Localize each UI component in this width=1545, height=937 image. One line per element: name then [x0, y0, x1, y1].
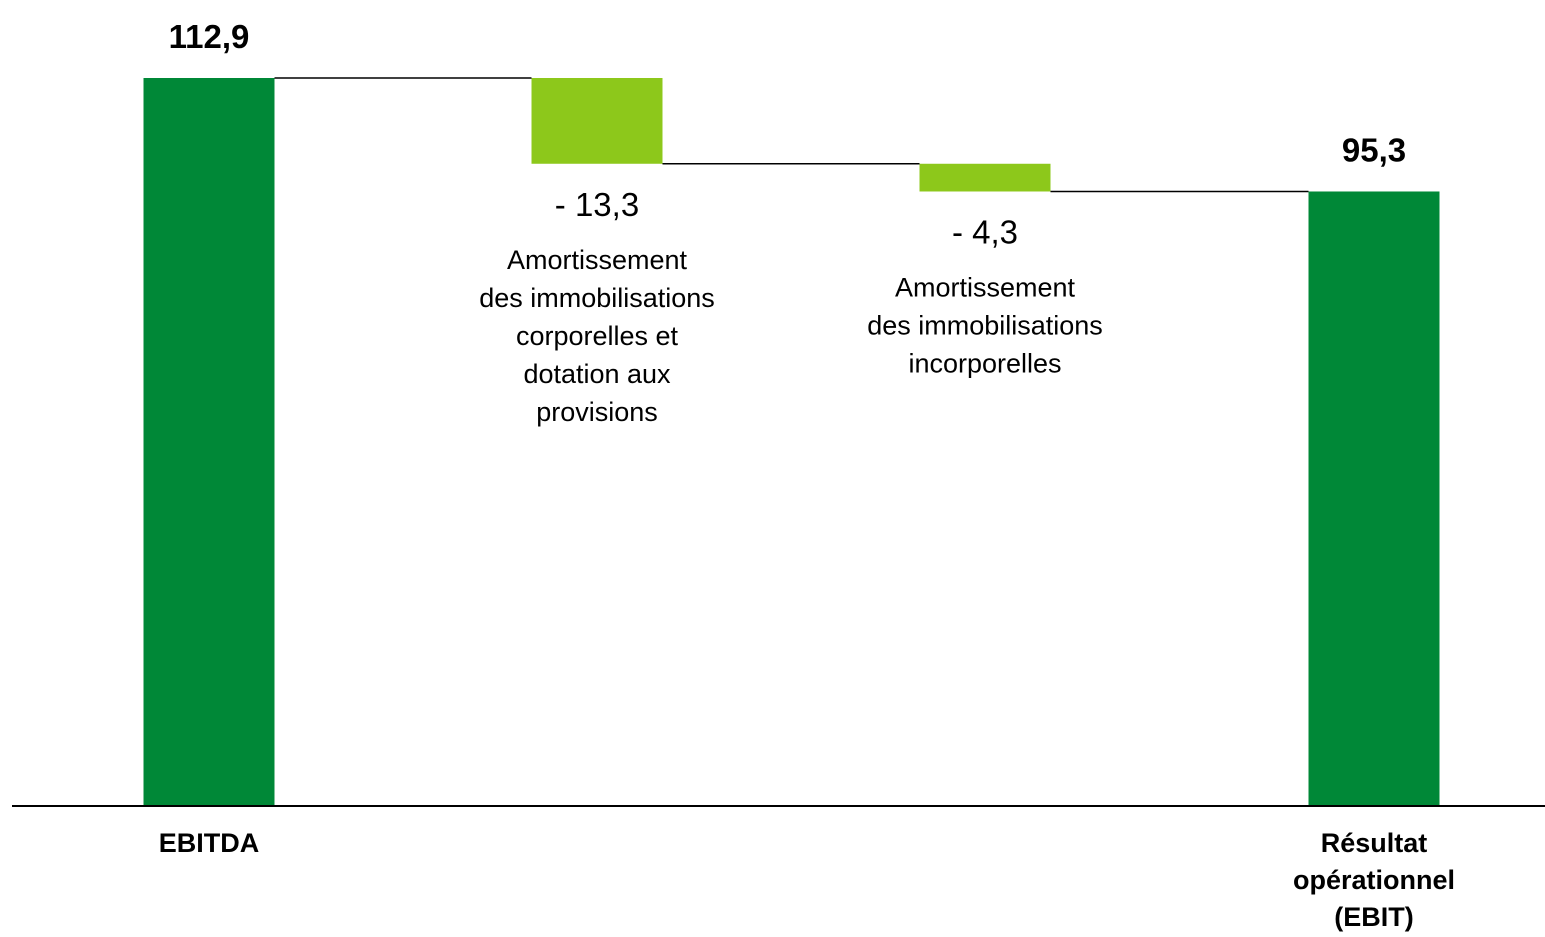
- description-label: des immobilisations: [867, 310, 1103, 340]
- description-label: dotation aux: [523, 359, 671, 389]
- description-label: provisions: [536, 397, 658, 427]
- category-label: (EBIT): [1334, 902, 1413, 932]
- labels: 112,9 EBITDA - 13,3 Amortissement des immobi…: [159, 18, 1455, 932]
- category-label: Résultat: [1321, 828, 1428, 858]
- category-label: EBITDA: [159, 828, 260, 858]
- delta-bar: [531, 78, 663, 164]
- value-label: - 13,3: [555, 186, 639, 223]
- category-label: opérationnel: [1293, 865, 1455, 895]
- description-label: Amortissement: [507, 245, 688, 275]
- description-label: corporelles et: [516, 321, 679, 351]
- description-label: incorporelles: [908, 348, 1061, 378]
- total-bar: [143, 78, 275, 806]
- value-label: 112,9: [169, 18, 250, 55]
- connector-lines: [274, 77, 1309, 193]
- description-label: Amortissement: [895, 272, 1076, 302]
- total-bar: [1308, 191, 1440, 806]
- value-label: - 4,3: [952, 213, 1018, 250]
- description-label: des immobilisations: [479, 283, 715, 313]
- delta-bar: [919, 163, 1051, 192]
- value-label: 95,3: [1342, 131, 1406, 168]
- bars: [143, 78, 1440, 806]
